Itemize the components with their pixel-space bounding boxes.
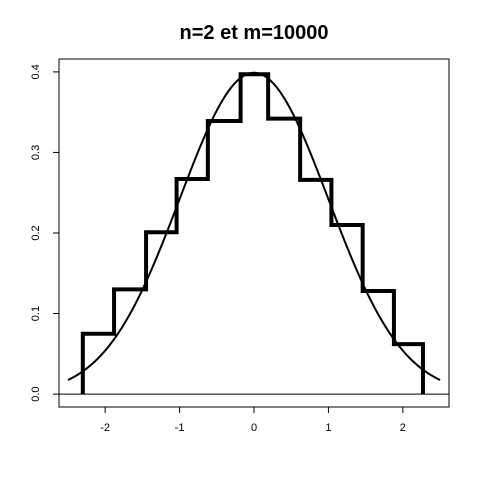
step-histogram-line (80, 72, 425, 395)
y-tick-label: 0.4 (30, 64, 42, 79)
x-tick-label: 1 (325, 422, 331, 434)
y-tick-label: 0.3 (30, 145, 42, 160)
normal-density-curve (67, 71, 441, 381)
chart-title: n=2 et m=10000 (180, 22, 329, 44)
x-tick-label: -2 (100, 422, 110, 434)
y-tick-label: 0.2 (30, 225, 42, 240)
x-tick-label: 2 (400, 422, 406, 434)
x-axis: -2 -1 0 1 2 (100, 407, 406, 434)
plot-frame (58, 58, 450, 408)
y-tick-label: 0.1 (30, 306, 42, 321)
x-tick-label: -1 (175, 422, 185, 434)
y-axis: 0.0 0.1 0.2 0.3 0.4 (30, 64, 59, 402)
y-tick-label: 0.0 (30, 386, 42, 401)
x-tick-label: 0 (251, 422, 257, 434)
